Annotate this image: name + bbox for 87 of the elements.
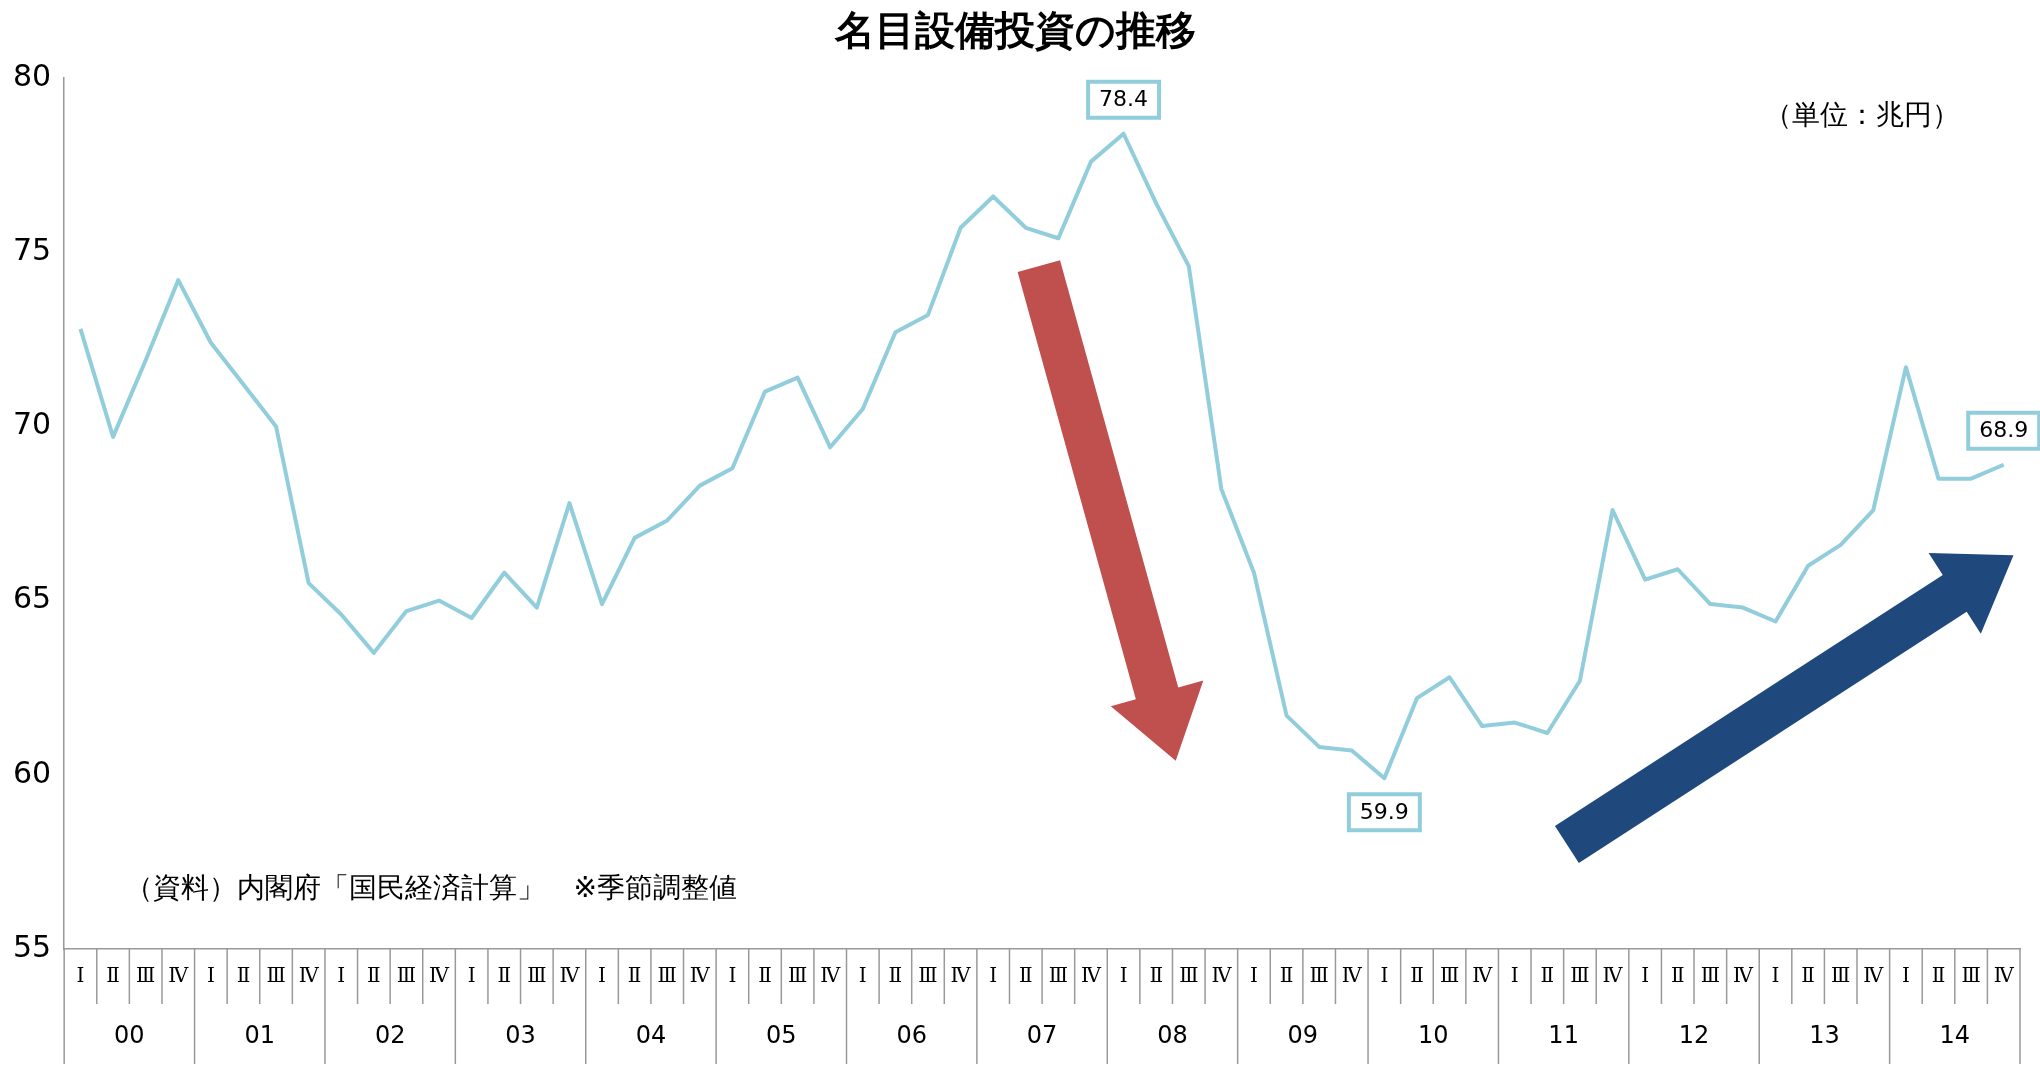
text: 04 bbox=[635, 1021, 667, 1050]
x-tick-label: Ⅲ bbox=[657, 963, 677, 988]
x-tick-label: Ⅳ bbox=[559, 963, 581, 988]
x-tick-label: Ⅱ bbox=[106, 963, 120, 988]
x-tick-label: Ⅰ bbox=[1510, 963, 1519, 988]
x-tick-label: Ⅱ bbox=[1149, 963, 1163, 988]
x-tick-label: Ⅲ bbox=[136, 963, 156, 988]
text: 11 bbox=[1548, 1021, 1579, 1050]
x-tick-label: Ⅳ bbox=[298, 963, 320, 988]
x-tick-label: Ⅰ bbox=[598, 963, 606, 988]
x-tick-label: Ⅱ bbox=[1279, 963, 1294, 988]
x-tick-label: Ⅱ bbox=[758, 963, 772, 988]
x-tick-label: Ⅱ bbox=[1410, 963, 1424, 988]
text: 08 bbox=[1157, 1021, 1188, 1050]
x-tick-label: Ⅰ bbox=[337, 963, 346, 988]
x-tick-label: Ⅲ bbox=[918, 963, 938, 988]
annotation: （単位：兆円） bbox=[1764, 97, 1960, 131]
x-tick-label: Ⅳ bbox=[820, 963, 842, 988]
text: 12 bbox=[1678, 1021, 1710, 1050]
x-tick-label: Ⅱ bbox=[1540, 963, 1555, 988]
y-tick-label: 60 bbox=[12, 754, 52, 790]
text: 05 bbox=[766, 1021, 797, 1050]
y-tick-label: 65 bbox=[12, 580, 52, 616]
x-tick-label: Ⅰ bbox=[1641, 963, 1650, 988]
x-tick-label: Ⅲ bbox=[1961, 963, 1981, 988]
text: 03 bbox=[505, 1021, 536, 1050]
x-tick-label: Ⅱ bbox=[1670, 963, 1685, 988]
x-tick-label: Ⅱ bbox=[1018, 963, 1033, 988]
x-tick-label: Ⅲ bbox=[1309, 963, 1329, 988]
text: 09 bbox=[1287, 1021, 1319, 1050]
annotation: （資料）内閣府「国民経済計算」 ※季節調整値 bbox=[125, 871, 737, 905]
data-label: 59.9 bbox=[1359, 799, 1409, 824]
data-label: 68.9 bbox=[1979, 417, 2029, 443]
text: 06 bbox=[896, 1021, 927, 1050]
x-tick-label: Ⅲ bbox=[1179, 963, 1199, 988]
x-tick-label: Ⅳ bbox=[1211, 963, 1233, 988]
x-tick-label: Ⅱ bbox=[497, 963, 512, 988]
x-tick-label: Ⅲ bbox=[787, 963, 808, 988]
x-tick-label: Ⅰ bbox=[1250, 963, 1258, 988]
x-tick-label: Ⅲ bbox=[527, 963, 547, 988]
x-tick-label: Ⅲ bbox=[1048, 963, 1069, 988]
x-tick-label: Ⅳ bbox=[1993, 963, 2015, 988]
text: 00 bbox=[114, 1021, 145, 1050]
x-tick-label: Ⅲ bbox=[396, 963, 417, 988]
x-tick-label: Ⅳ bbox=[1341, 963, 1363, 988]
x-tick-label: Ⅱ bbox=[1931, 963, 1946, 988]
x-tick-label: Ⅲ bbox=[1439, 963, 1460, 988]
text: 13 bbox=[1809, 1021, 1840, 1050]
x-tick-label: Ⅳ bbox=[1863, 963, 1885, 988]
x-tick-label: Ⅰ bbox=[467, 963, 476, 988]
x-tick-label: Ⅱ bbox=[627, 963, 642, 988]
x-tick-label: Ⅱ bbox=[367, 963, 381, 988]
x-tick-label: Ⅳ bbox=[950, 963, 972, 988]
text: 01 bbox=[244, 1021, 276, 1050]
x-tick-label: Ⅰ bbox=[728, 963, 737, 988]
x-tick-label: Ⅳ bbox=[1602, 963, 1624, 988]
x-tick-label: Ⅲ bbox=[1700, 963, 1720, 988]
y-tick-label: 70 bbox=[12, 406, 52, 442]
x-tick-label: Ⅲ bbox=[266, 963, 286, 988]
x-tick-label: Ⅰ bbox=[1771, 963, 1780, 988]
x-tick-label: Ⅰ bbox=[858, 963, 867, 988]
x-tick-label: Ⅱ bbox=[888, 963, 903, 988]
text: 10 bbox=[1417, 1021, 1449, 1050]
x-tick-label: Ⅳ bbox=[1080, 963, 1102, 988]
x-tick-label: Ⅰ bbox=[1901, 963, 1910, 988]
text: 14 bbox=[1939, 1021, 1971, 1050]
x-tick-label: Ⅱ bbox=[236, 963, 251, 988]
x-tick-label: Ⅳ bbox=[1732, 963, 1754, 988]
text: 07 bbox=[1026, 1021, 1058, 1050]
x-tick-label: Ⅰ bbox=[989, 963, 998, 988]
y-tick-label: 75 bbox=[12, 232, 52, 267]
x-tick-label: Ⅰ bbox=[1380, 963, 1389, 988]
x-tick-label: Ⅳ bbox=[429, 963, 451, 988]
x-tick-label: Ⅳ bbox=[168, 963, 190, 988]
x-tick-label: Ⅳ bbox=[689, 963, 711, 988]
data-label: 78.4 bbox=[1099, 86, 1149, 112]
x-tick-label: Ⅲ bbox=[1570, 963, 1590, 988]
y-tick-label: 55 bbox=[12, 928, 52, 964]
chart-title: 名目設備投資の推移 bbox=[833, 7, 1196, 54]
x-tick-label: Ⅰ bbox=[1119, 963, 1128, 988]
x-tick-label: Ⅲ bbox=[1831, 963, 1851, 988]
x-tick-label: Ⅳ bbox=[1472, 963, 1494, 988]
text: 02 bbox=[374, 1021, 406, 1050]
x-tick-label: Ⅰ bbox=[206, 963, 215, 988]
x-tick-label: Ⅱ bbox=[1801, 963, 1815, 988]
x-tick-label: Ⅰ bbox=[76, 963, 85, 988]
y-tick-label: 80 bbox=[12, 57, 52, 93]
